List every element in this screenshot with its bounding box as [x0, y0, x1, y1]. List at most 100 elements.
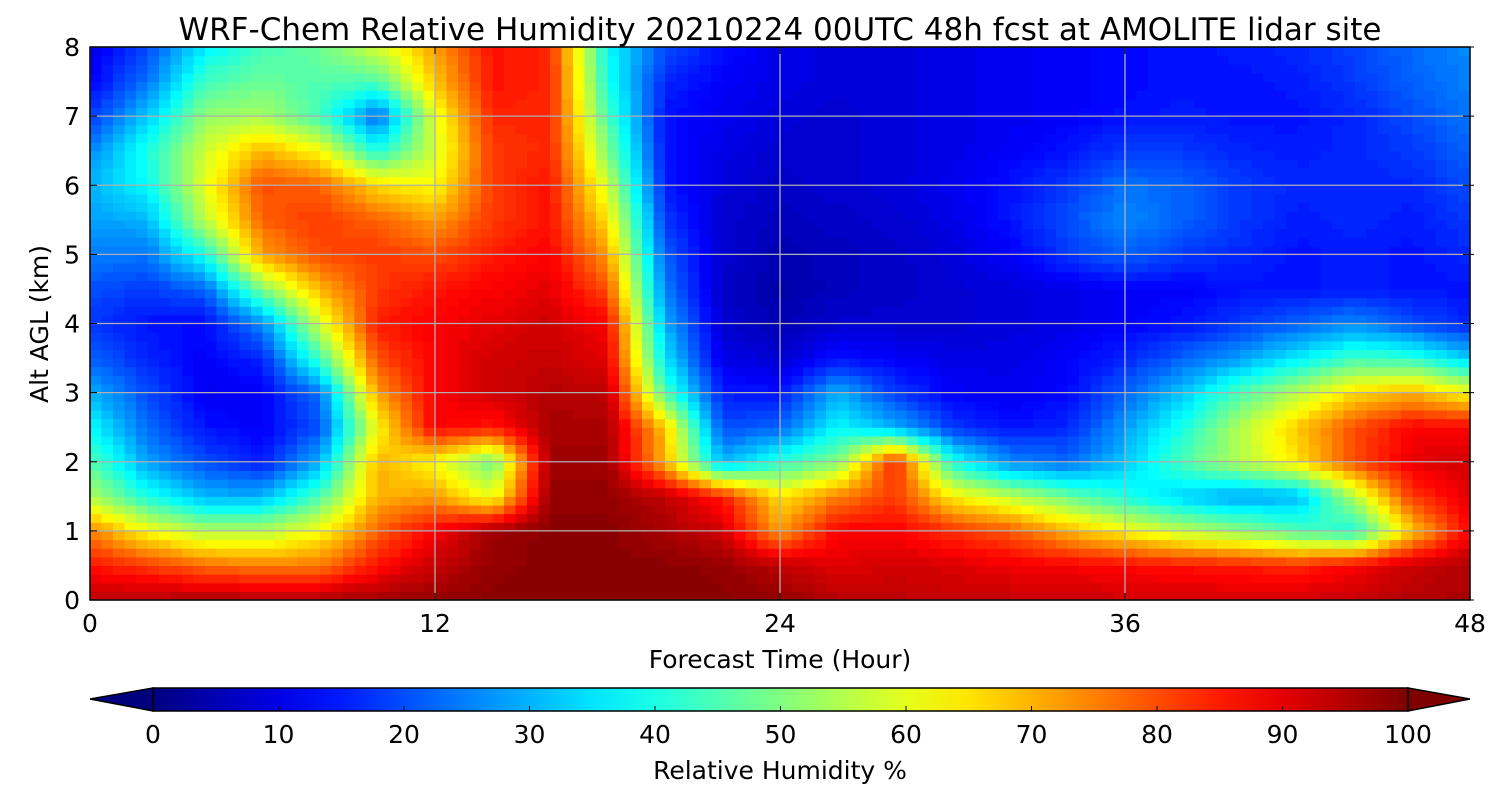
rh-cell [803, 288, 816, 299]
rh-cell [1286, 366, 1299, 376]
rh-cell [734, 383, 747, 394]
rh-cell [722, 513, 735, 523]
rh-cell [1424, 280, 1437, 290]
rh-cell [308, 418, 321, 428]
rh-cell [366, 245, 379, 255]
rh-cell [1332, 375, 1345, 385]
rh-cell [1286, 530, 1299, 541]
rh-cell [159, 504, 172, 515]
rh-cell [446, 383, 459, 394]
rh-cell [1194, 280, 1207, 290]
rh-cell [331, 479, 344, 489]
rh-cell [90, 496, 103, 506]
rh-cell [1355, 297, 1368, 307]
rh-cell [389, 280, 402, 290]
rh-cell [400, 418, 413, 428]
rh-cell [791, 340, 804, 351]
rh-cell [619, 254, 632, 264]
rh-cell [1033, 271, 1046, 281]
rh-cell [262, 496, 275, 506]
rh-cell [136, 530, 149, 541]
rh-cell [987, 582, 1000, 592]
rh-cell [400, 288, 413, 299]
rh-cell [170, 297, 183, 307]
rh-cell [780, 487, 793, 497]
rh-cell [550, 237, 563, 247]
rh-cell [423, 556, 436, 567]
rh-cell [584, 522, 597, 532]
rh-cell [1205, 418, 1218, 428]
rh-cell [320, 504, 333, 515]
rh-cell [699, 263, 712, 273]
rh-cell [1102, 556, 1115, 567]
rh-cell [182, 245, 195, 255]
rh-cell [515, 418, 528, 428]
rh-cell [1435, 288, 1448, 299]
rh-cell [538, 513, 551, 523]
rh-cell [1021, 401, 1034, 411]
rh-cell [159, 297, 172, 307]
rh-cell [619, 323, 632, 333]
rh-cell [849, 522, 862, 532]
rh-cell [768, 548, 781, 558]
rh-cell [308, 504, 321, 515]
rh-cell [1332, 539, 1345, 549]
rh-cell [1286, 332, 1299, 342]
rh-cell [389, 591, 402, 600]
rh-cell [699, 591, 712, 600]
rh-cell [918, 565, 931, 575]
rh-cell [849, 418, 862, 428]
rh-cell [872, 591, 885, 600]
rh-cell [1217, 444, 1230, 454]
rh-cell [1113, 383, 1126, 394]
rh-cell [1090, 306, 1103, 316]
rh-cell [515, 349, 528, 359]
rh-cell [975, 332, 988, 342]
rh-cell [1159, 263, 1172, 273]
rh-cell [1343, 591, 1356, 600]
rh-cell [251, 237, 264, 247]
rh-cell [1412, 556, 1425, 567]
rh-cell [607, 513, 620, 523]
rh-cell [1205, 401, 1218, 411]
rh-cell [308, 548, 321, 558]
rh-cell [239, 375, 252, 385]
rh-cell [1355, 340, 1368, 351]
rh-cell [1263, 565, 1276, 575]
rh-cell [745, 530, 758, 541]
rh-cell [400, 444, 413, 454]
rh-cell [216, 513, 229, 523]
rh-cell [1171, 435, 1184, 446]
rh-cell [1067, 504, 1080, 515]
rh-cell [837, 314, 850, 325]
rh-cell [343, 280, 356, 290]
rh-cell [1286, 375, 1299, 385]
rh-cell [354, 383, 367, 394]
rh-cell [262, 237, 275, 247]
rh-cell [159, 323, 172, 333]
rh-cell [423, 401, 436, 411]
rh-cell [538, 418, 551, 428]
rh-cell [400, 427, 413, 437]
rh-cell [653, 435, 666, 446]
rh-cell [1378, 479, 1391, 489]
rh-cell [561, 271, 574, 281]
rh-cell [837, 513, 850, 523]
rh-cell [1412, 504, 1425, 515]
rh-cell [423, 418, 436, 428]
rh-cell [1136, 453, 1149, 463]
rh-cell [826, 504, 839, 515]
rh-cell [1056, 401, 1069, 411]
rh-cell [1274, 574, 1287, 584]
rh-cell [688, 271, 701, 281]
rh-cell [1447, 375, 1460, 385]
rh-cell [446, 288, 459, 299]
rh-cell [550, 366, 563, 376]
rh-cell [1067, 530, 1080, 541]
rh-cell [573, 280, 586, 290]
rh-cell [561, 461, 574, 471]
rh-cell [239, 383, 252, 394]
rh-cell [285, 280, 298, 290]
rh-cell [193, 254, 206, 264]
rh-cell [274, 453, 287, 463]
